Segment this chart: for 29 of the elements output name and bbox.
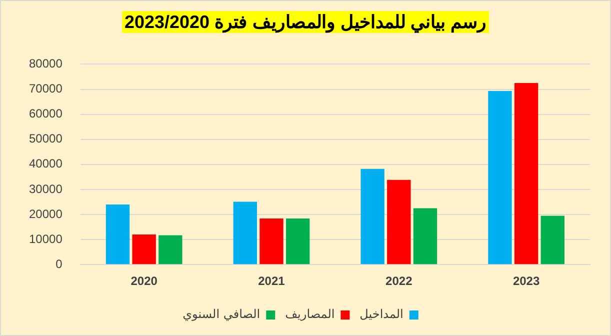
legend-label: المصاريف — [285, 307, 335, 322]
y-tick-label: 80000 — [28, 56, 63, 71]
legend-label: المداخيل — [360, 307, 404, 322]
x-tick-label: 2022 — [386, 274, 413, 288]
y-tick-label: 10000 — [28, 232, 63, 246]
bar — [514, 82, 538, 264]
x-tick-label: 2023 — [512, 274, 540, 288]
y-tick-label: 0 — [56, 256, 63, 271]
bar — [360, 168, 384, 264]
y-tick-label: 70000 — [28, 82, 63, 96]
x-tick-label: 2020 — [130, 274, 158, 288]
bar — [540, 216, 564, 264]
bar — [286, 218, 310, 264]
bar — [158, 235, 182, 264]
y-tick-label: 60000 — [28, 106, 63, 121]
bar — [387, 180, 411, 264]
bar — [233, 202, 257, 264]
bar — [132, 234, 156, 264]
bar — [413, 208, 438, 264]
bar — [488, 91, 512, 264]
legend-label: الصافي السنوي — [182, 307, 260, 322]
y-tick-label: 50000 — [28, 132, 63, 146]
y-tick-label: 20000 — [28, 206, 63, 221]
bar — [106, 204, 130, 264]
chart-title: رسم بياني للمداخيل والمصاريف فترة 2023/2020 — [122, 11, 489, 33]
y-tick-label: 30000 — [28, 182, 63, 196]
x-tick-label: 2021 — [258, 274, 286, 288]
bar — [260, 218, 284, 264]
y-tick-label: 40000 — [28, 156, 63, 171]
